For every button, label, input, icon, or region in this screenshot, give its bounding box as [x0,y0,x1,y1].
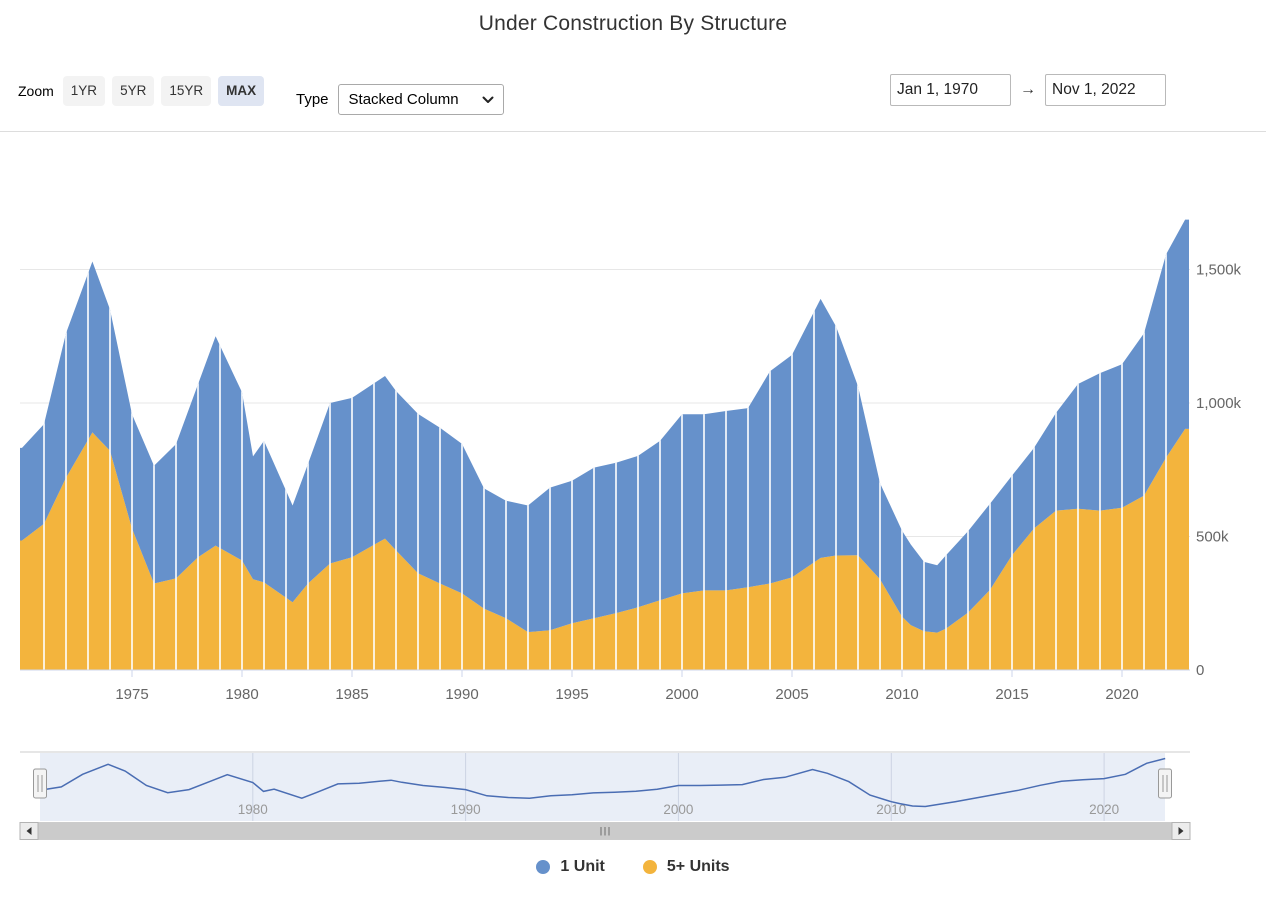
x-axis-label: 1985 [335,686,368,703]
navigator-axis-label: 2000 [663,802,693,817]
zoom-range-selector: Zoom 1YR 5YR 15YR MAX [18,76,265,106]
zoom-label: Zoom [18,82,54,99]
x-axis-label: 2005 [775,686,808,703]
series-area-1-unit[interactable] [20,219,1189,633]
type-select[interactable]: Stacked Column [337,84,504,115]
type-label: Type [296,91,329,108]
type-select-value: Stacked Column [348,91,459,108]
zoom-button-15yr[interactable]: 15YR [161,76,212,106]
zoom-button-5yr[interactable]: 5YR [112,76,155,106]
y-axis-label: 0 [1196,662,1204,679]
scrollbar-grip[interactable] [600,827,610,836]
series-area-5plus-units[interactable] [20,428,1189,670]
x-axis-label: 1995 [555,686,588,703]
navigator-handle-right[interactable] [1158,768,1172,799]
legend-marker-1-unit [536,860,551,874]
legend: 1 Unit 5+ Units [0,858,1266,876]
x-axis-label: 2000 [665,686,698,703]
navigator-axis-label: 2020 [1089,802,1119,817]
toolbar-divider [0,131,1266,132]
range-start-input[interactable]: Jan 1, 1970 [890,74,1011,106]
x-axis-label: 1980 [225,686,258,703]
x-axis-label: 2020 [1105,686,1138,703]
legend-marker-5plus-units [642,860,657,874]
navigator-axis-label: 1990 [451,802,481,817]
navigator-series-line [39,757,1166,808]
page-title: Under Construction By Structure [478,12,788,35]
navigator-handle-left[interactable] [33,768,47,799]
y-axis-label: 1,500k [1196,262,1242,279]
navigator-axis-label: 2010 [876,802,906,817]
zoom-button-1yr[interactable]: 1YR [62,76,106,106]
x-axis-label: 1975 [115,686,148,703]
date-range-group: Jan 1, 1970 → Nov 1, 2022 [890,74,1166,106]
x-axis-label: 2010 [885,686,918,703]
chart-type-group: Type Stacked Column [296,84,504,115]
zoom-button-max[interactable]: MAX [218,76,265,106]
range-end-input[interactable]: Nov 1, 2022 [1045,74,1166,106]
legend-label-5plus-units: 5+ Units [666,858,730,875]
navigator-selected-range[interactable] [40,753,1165,821]
y-axis-label: 500k [1196,529,1229,546]
main-chart-plot[interactable]: 0 500k 1,000k 1,500k 1975 1980 1985 1990 1995 200… [0,140,1266,740]
scrollbar-left-arrow-icon [26,827,32,835]
y-axis-label: 1,000k [1196,395,1242,412]
navigator-axis-label: 1980 [238,802,268,817]
range-arrow-icon: → [1020,81,1036,98]
x-axis-label: 1990 [445,686,478,703]
x-axis-label: 2015 [995,686,1028,703]
chevron-down-icon [482,96,494,103]
legend-item-1-unit[interactable]: 1 Unit [536,858,605,876]
legend-label-1-unit: 1 Unit [560,858,605,875]
legend-item-5plus-units[interactable]: 5+ Units [642,858,730,876]
navigator[interactable]: 1980 1990 2000 2010 2020 [0,750,1266,846]
scrollbar-right-arrow-icon [1178,827,1184,835]
